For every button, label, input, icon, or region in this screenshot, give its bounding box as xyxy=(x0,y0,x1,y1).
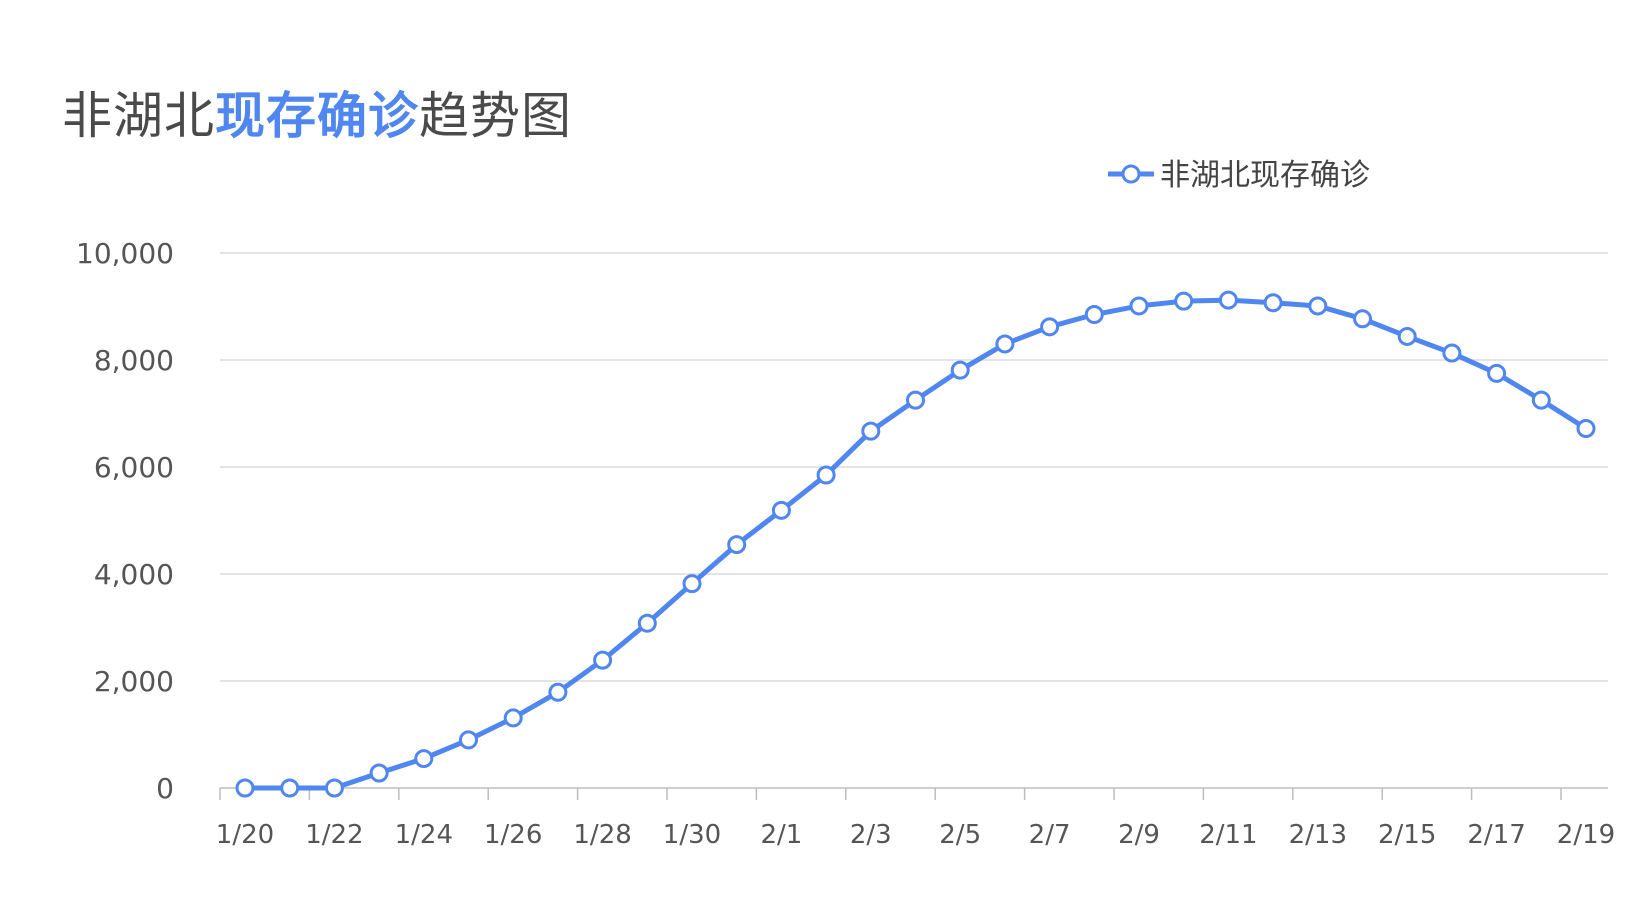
data-point[interactable] xyxy=(861,421,881,441)
data-point[interactable] xyxy=(816,465,836,485)
x-tick-label: 2/19 xyxy=(1557,820,1615,850)
title-part-0: 非湖北 xyxy=(62,87,215,145)
data-point[interactable] xyxy=(280,778,300,798)
data-point[interactable] xyxy=(771,500,791,520)
title-part-2: 趋势图 xyxy=(419,87,572,145)
data-point[interactable] xyxy=(906,390,925,410)
x-tick-label: 2/1 xyxy=(760,820,802,850)
data-point[interactable] xyxy=(1129,296,1149,316)
data-point[interactable] xyxy=(1353,309,1372,329)
x-tick-label: 1/26 xyxy=(484,820,542,850)
x-tick-label: 1/22 xyxy=(305,820,363,850)
x-tick-label: 2/15 xyxy=(1378,820,1436,850)
data-point[interactable] xyxy=(637,613,657,633)
x-tick-label: 1/28 xyxy=(573,820,631,850)
data-point[interactable] xyxy=(503,708,523,728)
y-tick-label: 4,000 xyxy=(94,558,174,591)
data-point[interactable] xyxy=(414,749,434,769)
x-axis xyxy=(219,788,1562,800)
x-tick-label: 2/3 xyxy=(850,820,892,850)
series-line xyxy=(242,297,1589,791)
title-part-1: 现存确诊 xyxy=(215,87,419,145)
y-tick-label: 2,000 xyxy=(94,665,174,698)
data-point[interactable] xyxy=(1308,296,1328,316)
data-point[interactable] xyxy=(727,535,747,555)
legend-label: 非湖北现存确诊 xyxy=(1160,158,1370,193)
data-point[interactable] xyxy=(682,574,702,594)
data-point[interactable] xyxy=(324,778,344,798)
legend[interactable]: 非湖北现存确诊 xyxy=(1108,158,1370,193)
x-tick-label: 2/7 xyxy=(1029,820,1071,850)
data-point[interactable] xyxy=(459,730,478,750)
data-point[interactable] xyxy=(1218,290,1238,310)
data-point[interactable] xyxy=(1397,326,1417,346)
x-tick-label: 2/17 xyxy=(1467,820,1525,850)
data-point[interactable] xyxy=(1576,418,1596,438)
x-tick-label: 1/24 xyxy=(395,820,453,850)
chart-title: 非湖北现存确诊趋势图 xyxy=(62,76,572,148)
x-tick-label: 2/9 xyxy=(1118,820,1160,850)
data-point[interactable] xyxy=(950,360,970,380)
x-tick-label: 1/20 xyxy=(216,820,274,850)
data-point[interactable] xyxy=(1487,363,1507,383)
y-axis-tick-labels: 0 2,000 4,000 6,000 8,000 10,000 xyxy=(76,237,174,805)
gridlines xyxy=(220,252,1608,789)
x-tick-label: 2/11 xyxy=(1199,820,1257,850)
y-tick-label: 10,000 xyxy=(76,237,174,270)
data-point[interactable] xyxy=(1084,305,1104,325)
data-point[interactable] xyxy=(369,763,389,783)
y-tick-label: 6,000 xyxy=(94,451,174,484)
data-point[interactable] xyxy=(1040,317,1060,337)
legend-marker xyxy=(1121,164,1141,184)
x-tick-label: 1/30 xyxy=(663,820,721,850)
x-axis-tick-labels: 1/20 1/22 1/24 1/26 1/28 1/30 2/1 2/3 2/5 2/7 2/9 2… xyxy=(216,820,1615,850)
x-tick-label: 2/5 xyxy=(939,820,981,850)
data-point[interactable] xyxy=(1174,291,1194,311)
data-point[interactable] xyxy=(1531,390,1551,410)
data-point[interactable] xyxy=(593,650,613,670)
y-tick-label: 8,000 xyxy=(94,344,174,377)
data-point[interactable] xyxy=(995,334,1015,354)
y-tick-label: 0 xyxy=(156,772,174,805)
data-point[interactable] xyxy=(1442,343,1462,363)
data-point[interactable] xyxy=(548,682,568,702)
x-tick-label: 2/13 xyxy=(1289,820,1347,850)
series-group xyxy=(235,290,1596,798)
data-point[interactable] xyxy=(1263,293,1283,313)
data-point[interactable] xyxy=(235,778,255,798)
